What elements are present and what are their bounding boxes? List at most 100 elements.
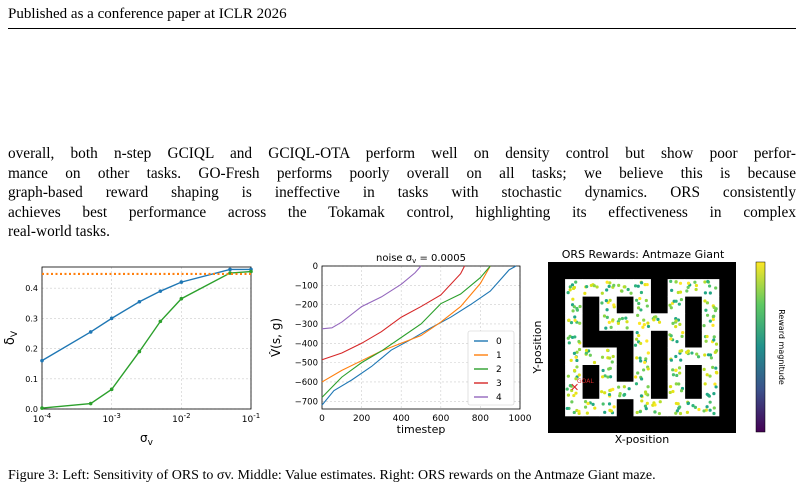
reward-point bbox=[640, 377, 644, 381]
reward-point bbox=[712, 314, 716, 318]
reward-point bbox=[575, 306, 579, 311]
reward-point bbox=[646, 367, 650, 371]
reward-point bbox=[588, 353, 592, 357]
reward-point bbox=[643, 390, 648, 394]
reward-point bbox=[675, 340, 679, 344]
reward-point bbox=[634, 382, 639, 386]
reward-point bbox=[583, 291, 587, 296]
reward-point bbox=[708, 291, 712, 295]
reward-point bbox=[712, 391, 716, 396]
plot-frame bbox=[41, 266, 252, 410]
y-tick-label: −600 bbox=[295, 378, 318, 388]
reward-point bbox=[646, 351, 650, 355]
reward-point bbox=[678, 281, 683, 285]
reward-point bbox=[646, 321, 650, 325]
y-tick-label: 0.3 bbox=[25, 314, 38, 323]
reward-point bbox=[675, 409, 679, 413]
reward-point bbox=[680, 334, 684, 338]
reward-point bbox=[714, 342, 719, 346]
reward-point bbox=[600, 375, 605, 379]
axis-ticks: 10-4 10-3 10-2 10-1 0.0 0.1 0.2 0.3 0.4 bbox=[25, 284, 260, 425]
reward-point bbox=[674, 354, 678, 359]
reward-point bbox=[629, 291, 633, 295]
reward-point bbox=[638, 410, 642, 414]
maze-cell bbox=[633, 347, 651, 365]
maze-cell bbox=[701, 398, 720, 417]
x-tick-label: 600 bbox=[432, 414, 449, 424]
reward-point bbox=[627, 387, 631, 391]
x-tick-label: 10-1 bbox=[242, 412, 260, 425]
reward-point bbox=[704, 339, 708, 343]
reward-point bbox=[644, 357, 648, 361]
reward-point bbox=[568, 384, 572, 388]
reward-point bbox=[639, 394, 644, 398]
data-point bbox=[109, 316, 114, 321]
reward-point bbox=[671, 368, 675, 372]
reward-point bbox=[658, 400, 662, 404]
reward-point bbox=[606, 375, 610, 379]
reward-point bbox=[636, 313, 640, 317]
reward-point bbox=[671, 373, 676, 377]
data-point bbox=[179, 296, 184, 301]
reward-point bbox=[607, 392, 612, 397]
reward-point bbox=[674, 368, 678, 372]
reward-point bbox=[608, 375, 613, 379]
sensitivity-chart: 10-4 10-3 10-2 10-1 0.0 0.1 0.2 0.3 0.4 σv δV bbox=[3, 266, 260, 448]
reward-point bbox=[566, 291, 570, 295]
reward-point bbox=[709, 356, 713, 360]
y-axis-label: δV bbox=[3, 330, 20, 345]
reward-point bbox=[712, 338, 716, 342]
reward-point bbox=[591, 402, 595, 406]
reward-point bbox=[674, 299, 678, 303]
reward-point bbox=[611, 387, 615, 391]
reward-point bbox=[711, 323, 715, 327]
reward-point bbox=[678, 290, 683, 294]
data-point bbox=[137, 349, 142, 354]
reward-point bbox=[678, 411, 683, 416]
reward-point bbox=[645, 339, 649, 343]
maze-cell bbox=[701, 330, 720, 348]
series bbox=[321, 265, 517, 406]
reward-point bbox=[675, 373, 679, 378]
reward-point bbox=[617, 385, 621, 389]
reward-point bbox=[686, 281, 691, 285]
reward-point bbox=[578, 304, 582, 309]
y-tick-label: 0.2 bbox=[25, 345, 38, 354]
reward-point bbox=[637, 301, 641, 306]
reward-point bbox=[669, 279, 673, 283]
reward-point bbox=[712, 305, 716, 310]
y-tick-label: −700 bbox=[295, 397, 318, 407]
reward-point bbox=[714, 286, 718, 290]
data-point bbox=[88, 330, 93, 334]
reward-point bbox=[589, 283, 593, 288]
series-line-1 bbox=[321, 265, 491, 383]
reward-point bbox=[671, 389, 675, 394]
reward-point bbox=[600, 301, 604, 305]
reward-point bbox=[572, 351, 577, 355]
y-tick-label: −500 bbox=[295, 359, 318, 369]
reward-point bbox=[567, 318, 571, 322]
reward-point bbox=[656, 317, 660, 321]
reward-point bbox=[686, 285, 690, 289]
reward-point bbox=[715, 371, 719, 375]
paragraph-line: overall, both n-step GCIQL and GCIQL-OTA… bbox=[8, 145, 796, 162]
reward-point bbox=[604, 299, 608, 303]
reward-point bbox=[577, 373, 581, 377]
reward-point bbox=[612, 303, 616, 307]
reward-point bbox=[620, 289, 624, 293]
reward-point bbox=[677, 302, 681, 306]
series-line-4 bbox=[321, 265, 422, 330]
reward-point bbox=[574, 391, 578, 395]
reward-point bbox=[668, 303, 672, 307]
reward-point bbox=[575, 358, 579, 363]
maze-cell bbox=[633, 364, 651, 383]
reward-point bbox=[586, 401, 590, 406]
paragraph-line: mance on other tasks. GO-Fresh performs … bbox=[8, 164, 796, 182]
reward-point bbox=[703, 382, 707, 386]
reward-point bbox=[714, 366, 718, 370]
data-point bbox=[179, 280, 184, 284]
reward-point bbox=[600, 390, 604, 394]
data-point bbox=[158, 319, 163, 324]
reward-point bbox=[617, 283, 621, 287]
reward-point bbox=[639, 290, 644, 295]
